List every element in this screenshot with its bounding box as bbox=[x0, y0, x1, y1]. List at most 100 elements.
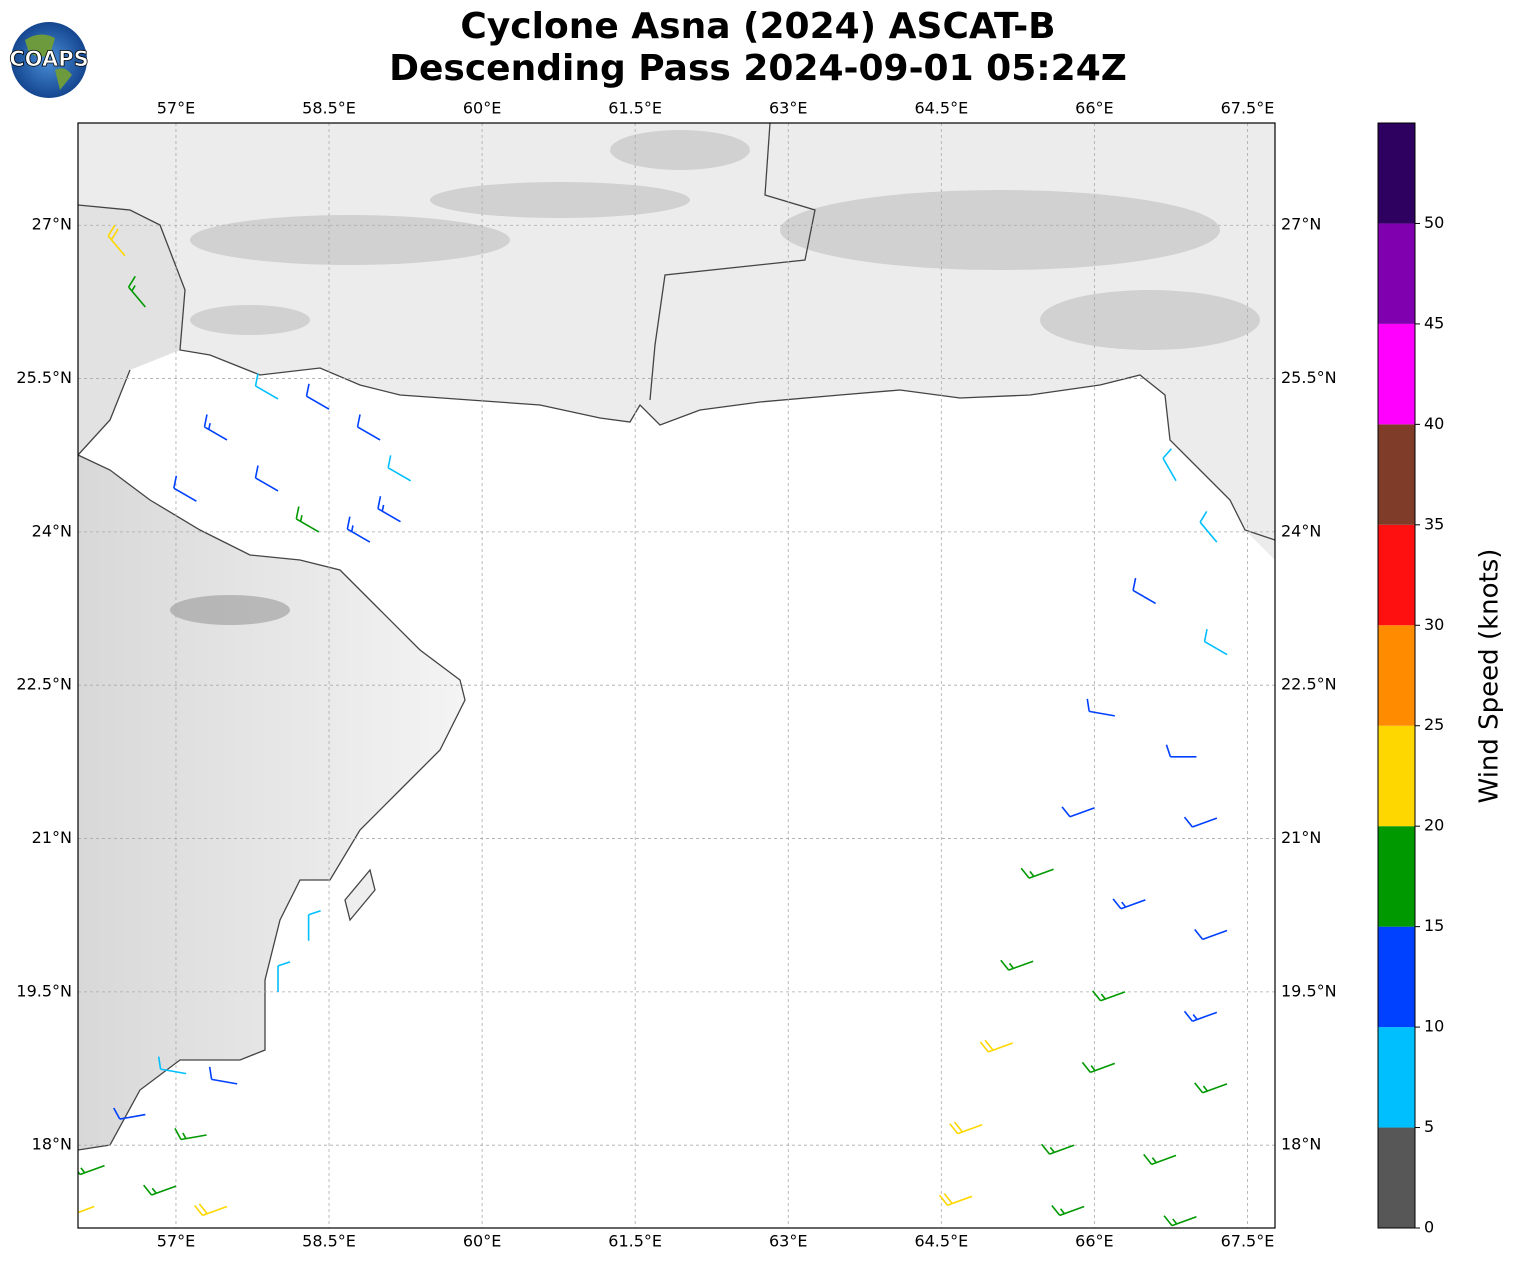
logo: COAPS bbox=[9, 22, 89, 98]
x-tick-label: 60°E bbox=[463, 1232, 501, 1251]
wind-barb bbox=[1203, 628, 1228, 656]
wind-barb bbox=[143, 1184, 177, 1196]
colorbar-bin bbox=[1378, 524, 1415, 626]
colorbar-tick-label: 50 bbox=[1424, 213, 1444, 232]
wind-barb bbox=[295, 506, 320, 533]
wind-barb bbox=[254, 465, 279, 492]
y-tick-label: 18°N bbox=[1281, 1135, 1321, 1154]
colorbar-bin bbox=[1378, 926, 1415, 1028]
wind-barb bbox=[208, 1066, 238, 1085]
y-tick-label: 24°N bbox=[32, 521, 72, 540]
wind-barb bbox=[78, 1164, 105, 1176]
wind-barb bbox=[1086, 698, 1115, 717]
colorbar-tick-label: 20 bbox=[1424, 816, 1444, 835]
wind-barb bbox=[346, 516, 371, 543]
chart-subtitle: Descending Pass 2024-09-01 05:24Z bbox=[389, 48, 1127, 89]
colorbar-tick-label: 15 bbox=[1424, 916, 1444, 935]
wind-barb bbox=[1081, 1061, 1116, 1074]
wind-barb bbox=[1162, 448, 1177, 482]
colorbar-bin bbox=[1378, 625, 1415, 726]
wind-barb bbox=[1194, 929, 1228, 941]
colorbar-frame bbox=[1377, 122, 1416, 1229]
wind-barb bbox=[377, 496, 401, 523]
colorbar-bin bbox=[1378, 223, 1415, 324]
x-tick-label: 58.5°E bbox=[302, 1232, 356, 1251]
wind-barb bbox=[387, 455, 412, 482]
y-tick-label: 27°N bbox=[1281, 215, 1321, 234]
colorbar-bin bbox=[1378, 725, 1415, 827]
colorbar-bin bbox=[1378, 826, 1415, 927]
colorbar-bin bbox=[1378, 424, 1415, 525]
wind-barb bbox=[1132, 577, 1157, 605]
x-tick-label: 57°E bbox=[157, 1232, 195, 1251]
wind-barb bbox=[356, 414, 381, 441]
colorbar-tick-label: 5 bbox=[1424, 1117, 1434, 1136]
wind-barb bbox=[203, 414, 228, 441]
colorbar-tick-label: 10 bbox=[1424, 1017, 1444, 1036]
logo-text: COAPS bbox=[9, 47, 88, 71]
wind-barb bbox=[1163, 1215, 1197, 1227]
colorbar-bin bbox=[1378, 1027, 1415, 1128]
colorbar-tick-label: 40 bbox=[1424, 414, 1444, 433]
wind-barb bbox=[1020, 867, 1054, 879]
y-tick-label: 25.5°N bbox=[16, 368, 72, 387]
y-tick-label: 24°N bbox=[1281, 521, 1321, 540]
wind-barb bbox=[1199, 510, 1218, 543]
wind-barb bbox=[1143, 1153, 1177, 1166]
y-tick-label: 18°N bbox=[32, 1135, 72, 1154]
wind-barb bbox=[1183, 816, 1218, 828]
colorbar-bin bbox=[1378, 1127, 1415, 1228]
x-tick-label: 66°E bbox=[1075, 99, 1113, 118]
colorbar-bin bbox=[1378, 123, 1415, 224]
y-tick-label: 27°N bbox=[32, 215, 72, 234]
wind-barb bbox=[979, 1039, 1014, 1053]
x-tick-label: 61.5°E bbox=[608, 1232, 662, 1251]
y-tick-label: 21°N bbox=[32, 828, 72, 847]
map-background bbox=[78, 123, 1275, 1228]
wind-barb bbox=[113, 1107, 146, 1120]
x-tick-label: 61.5°E bbox=[608, 99, 662, 118]
colorbar-tick-label: 35 bbox=[1424, 514, 1444, 533]
wind-barb bbox=[173, 475, 197, 502]
wind-barb bbox=[78, 1205, 95, 1214]
x-tick-label: 60°E bbox=[463, 99, 501, 118]
map-frame bbox=[77, 122, 1276, 1229]
colorbar: 0 5 10 15 20 25 30 35 40 45 50 bbox=[1377, 122, 1444, 1237]
x-tick-label: 64.5°E bbox=[914, 99, 968, 118]
wind-barb bbox=[1000, 959, 1034, 971]
wind-barb bbox=[254, 373, 279, 400]
x-tick-label: 63°E bbox=[769, 1232, 807, 1251]
wind-barb bbox=[938, 1193, 973, 1206]
y-tick-label: 19.5°N bbox=[1281, 981, 1337, 1000]
x-tick-label: 64.5°E bbox=[914, 1232, 968, 1251]
wind-barb bbox=[157, 1056, 187, 1075]
colorbar-tick-label: 25 bbox=[1424, 715, 1444, 734]
y-tick-label: 22.5°N bbox=[1281, 675, 1337, 694]
x-tick-label: 63°E bbox=[769, 99, 807, 118]
wind-barb bbox=[1061, 806, 1095, 818]
wind-barb bbox=[127, 275, 146, 308]
colorbar-tick-label: 45 bbox=[1424, 313, 1444, 332]
x-tick-label: 66°E bbox=[1075, 1232, 1113, 1251]
wind-barb bbox=[949, 1121, 983, 1135]
y-tick-label: 22.5°N bbox=[16, 675, 72, 694]
grid bbox=[78, 123, 1275, 1228]
wind-barb bbox=[1183, 1010, 1218, 1022]
chart-title: Cyclone Asna (2024) ASCAT-B bbox=[460, 6, 1055, 47]
colorbar-bin bbox=[1378, 323, 1415, 425]
colorbar-label: Wind Speed (knots) bbox=[1475, 549, 1505, 804]
x-tick-label: 58.5°E bbox=[302, 99, 356, 118]
y-tick-label: 21°N bbox=[1281, 828, 1321, 847]
wind-barb bbox=[307, 910, 321, 941]
x-tick-label: 57°E bbox=[157, 99, 195, 118]
wind-barb bbox=[1165, 744, 1197, 758]
wind-barb bbox=[1041, 1143, 1075, 1155]
wind-barb bbox=[174, 1128, 207, 1141]
colorbar-tick-label: 0 bbox=[1424, 1218, 1434, 1237]
wind-barb bbox=[1194, 1082, 1228, 1094]
wind-barb bbox=[1051, 1205, 1085, 1217]
colorbar-tick-label: 30 bbox=[1424, 615, 1444, 634]
wind-barb bbox=[194, 1203, 228, 1217]
wind-barbs bbox=[78, 224, 1228, 1227]
x-tick-label: 67.5°E bbox=[1221, 1232, 1275, 1251]
